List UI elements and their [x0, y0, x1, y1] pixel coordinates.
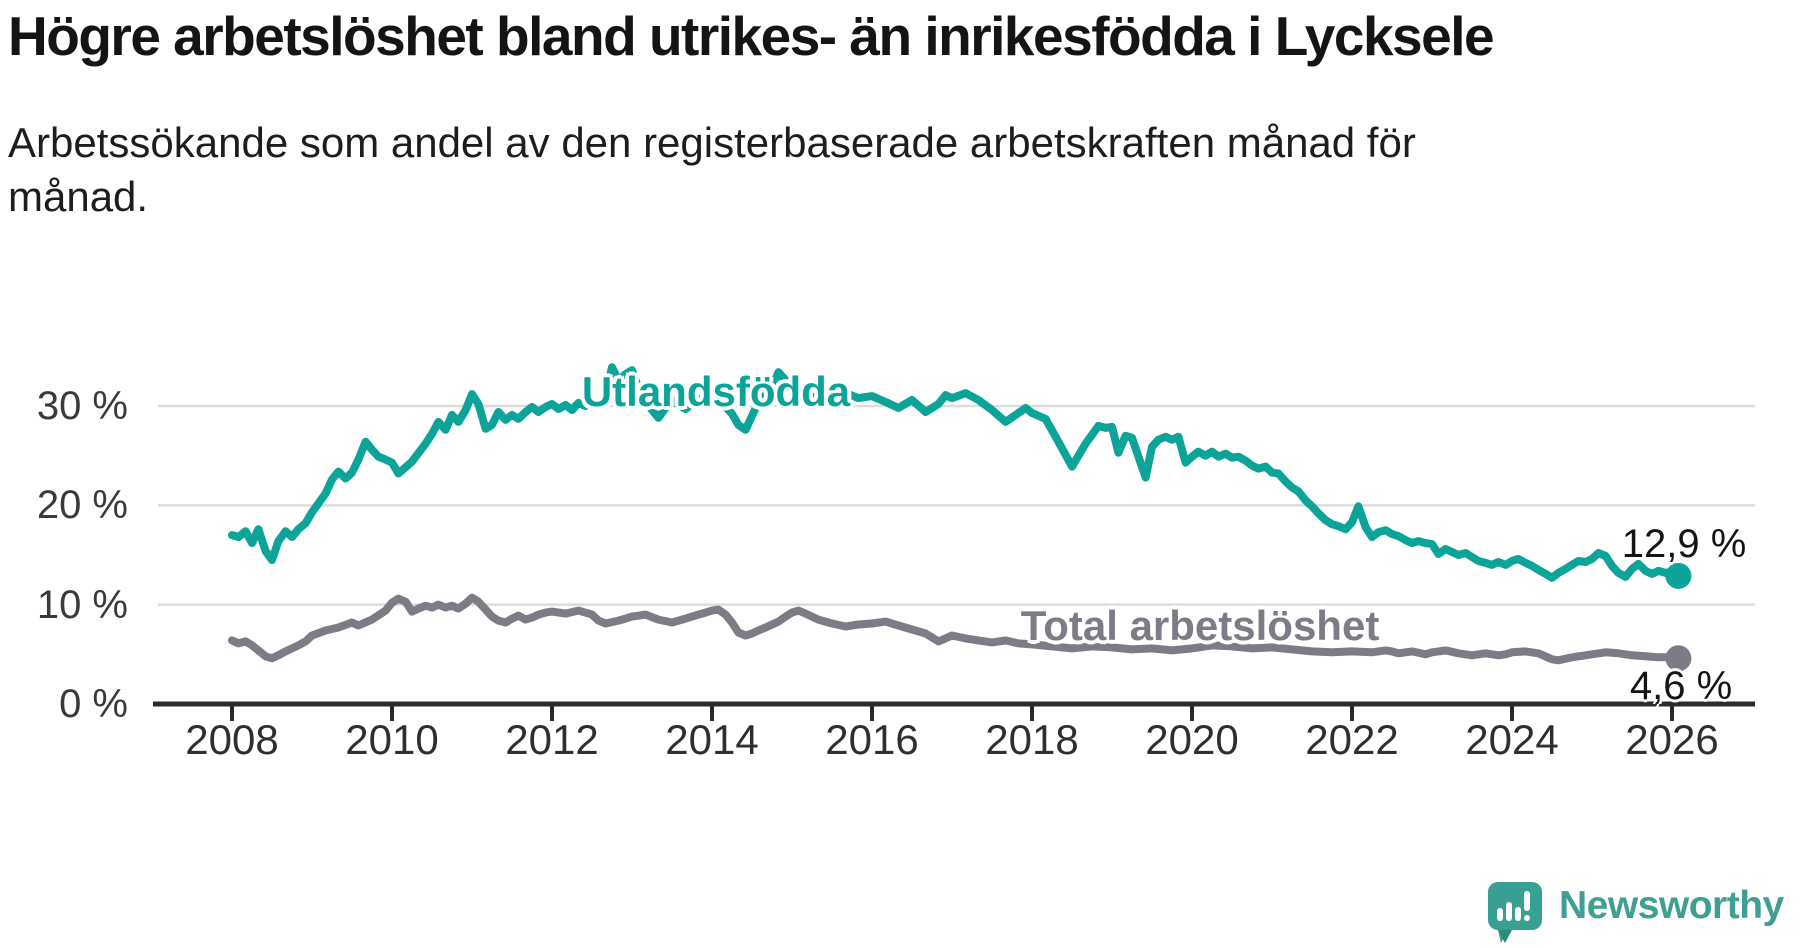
x-tick-label-2012: 2012: [505, 716, 599, 763]
x-tick-label-2010: 2010: [345, 716, 439, 763]
x-tick-label-2018: 2018: [985, 716, 1079, 763]
x-tick-label-2008: 2008: [185, 716, 279, 763]
subtitle-line-2: månad.: [8, 173, 149, 220]
newsworthy-logo: Newsworthy: [1488, 882, 1784, 944]
line-series-total: [228, 593, 1683, 665]
end-value-label-utlandsfodda: 12,9 %: [1621, 522, 1747, 566]
x-tick-label-2024: 2024: [1465, 716, 1559, 763]
x-tick-label-2022: 2022: [1305, 716, 1399, 763]
end-dot-utlandsfodda: [1665, 562, 1692, 589]
page-title: Högre arbetslöshet bland utrikes- än inr…: [8, 5, 1495, 67]
subtitle-line-1: Arbetssökande som andel av den registerb…: [8, 119, 1416, 166]
end-value-label-total: 4,6 %: [1629, 664, 1733, 708]
brand-wordmark: Newsworthy: [1559, 884, 1784, 927]
newsworthy-speech-bubble-chart-icon: [1488, 882, 1542, 943]
y-tick-label-10: 10 %: [36, 582, 128, 627]
x-tick-label-2020: 2020: [1145, 716, 1239, 763]
end-dot-total: [1665, 645, 1692, 672]
chart-subtitle: Arbetssökande som andel av den registerb…: [8, 116, 1416, 224]
x-tick-label-2016: 2016: [825, 716, 919, 763]
y-tick-label-0: 0 %: [59, 682, 128, 726]
line-series-utlandsfodda: [228, 363, 1683, 582]
y-tick-label-20: 20 %: [36, 483, 128, 528]
series-label-total-arbetsloshet: Total arbetslöshet: [1020, 602, 1380, 649]
x-tick-label-2026: 2026: [1625, 716, 1719, 763]
x-tick-label-2014: 2014: [665, 716, 759, 763]
y-tick-label-30: 30 %: [36, 384, 128, 428]
series-label-utlandsfodda: Utlandsfödda: [581, 368, 851, 415]
